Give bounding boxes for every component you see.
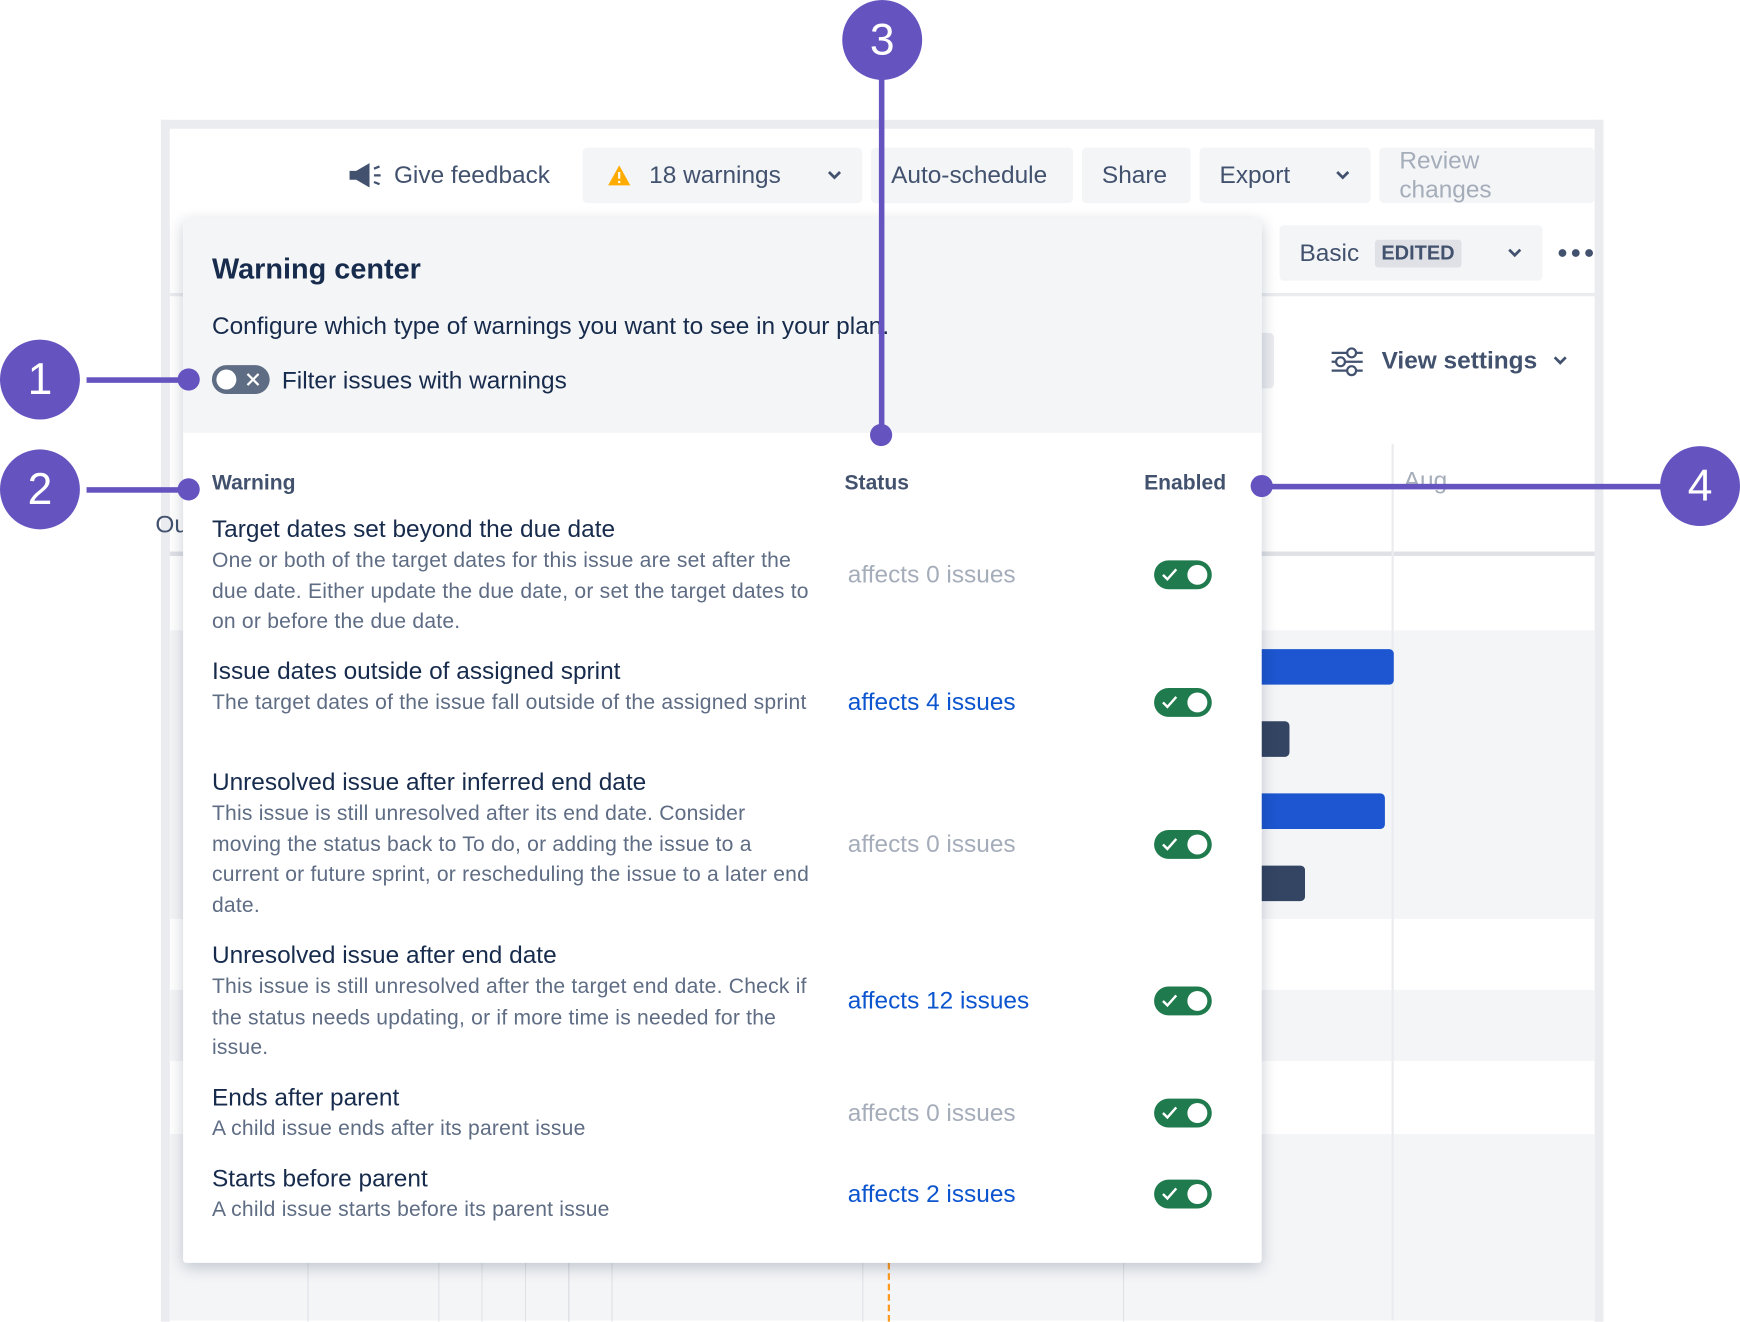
warning-row: Starts before parent A child issue starts… <box>212 1164 833 1226</box>
warning-row: Unresolved issue after end date This issu… <box>212 941 833 1064</box>
enabled-toggle[interactable] <box>1154 560 1212 590</box>
warning-description: A child issue starts before its parent i… <box>211 1198 610 1222</box>
panel-description: Configure which type of warnings you wan… <box>211 311 890 340</box>
chevron <box>827 171 842 180</box>
filter-toggle[interactable] <box>211 365 270 394</box>
header-enabled: Enabled <box>1144 471 1227 495</box>
warning-title: Ends after parent <box>211 1083 400 1111</box>
warning-row: Unresolved issue after inferred end date… <box>212 768 833 922</box>
callout-dot <box>870 423 893 447</box>
bar <box>1253 793 1385 829</box>
chevron <box>1336 171 1350 180</box>
callout-line <box>86 377 189 383</box>
warning-description: A child issue ends after its parent issu… <box>211 1117 586 1141</box>
auto-schedule-button[interactable]: Auto-schedule <box>871 147 1074 204</box>
warning-description: This issue is still unresolved after its… <box>211 802 810 918</box>
callout: 2 <box>0 449 80 530</box>
enabled-toggle[interactable] <box>1154 1179 1212 1209</box>
settings-icon <box>1331 347 1363 377</box>
warnings-label: 18 warnings <box>649 160 781 189</box>
more-button[interactable] <box>1557 246 1595 259</box>
view-name: Basic <box>1299 238 1360 267</box>
warning-row: Target dates set beyond the due date One … <box>212 515 833 638</box>
share-button[interactable]: Share <box>1081 147 1191 204</box>
callout-line <box>1261 483 1662 490</box>
view-badge: EDITED <box>1374 239 1462 267</box>
bar <box>1253 649 1394 685</box>
megaphone-icon <box>349 163 381 188</box>
view-button[interactable]: Basic EDITED <box>1279 225 1543 281</box>
warning-title: Starts before parent <box>211 1164 428 1192</box>
warning-title: Target dates set beyond the due date <box>211 514 616 543</box>
column-label: Ou <box>155 510 183 539</box>
warning-description: One or both of the target dates for this… <box>211 549 809 635</box>
timeline-divider <box>1391 443 1394 1321</box>
warning-status[interactable]: affects 2 issues <box>847 1179 1016 1208</box>
export-button[interactable]: Export <box>1199 147 1371 204</box>
warnings-button[interactable]: 18 warnings <box>582 147 863 204</box>
filter-label: Filter issues with warnings <box>281 366 567 394</box>
panel-title: Warning center <box>211 251 421 286</box>
check-icon <box>1162 696 1178 709</box>
enabled-toggle[interactable] <box>1154 1098 1212 1128</box>
warning-status[interactable]: affects 4 issues <box>847 688 1016 716</box>
callout-line <box>878 77 885 436</box>
enabled-toggle[interactable] <box>1154 688 1212 717</box>
warning-row: Ends after parent A child issue ends afte… <box>212 1083 833 1145</box>
callout: 3 <box>842 0 923 80</box>
warning-title: Unresolved issue after end date <box>211 941 557 969</box>
check-icon <box>1162 1187 1178 1201</box>
month-label: Aug <box>1403 466 1448 494</box>
grid-col <box>438 1262 613 1322</box>
grid-col <box>862 1262 864 1322</box>
warning-description: This issue is still unresolved after the… <box>211 975 807 1061</box>
header-warning: Warning <box>211 471 296 495</box>
chevron <box>1508 248 1522 258</box>
warning-icon <box>608 165 631 186</box>
warning-description: The target dates of the issue fall outsi… <box>211 691 807 715</box>
view-settings-label: View settings <box>1381 346 1538 374</box>
feedback-button[interactable]: Give feedback <box>393 160 551 189</box>
header-status: Status <box>844 471 909 495</box>
bar <box>1253 865 1306 902</box>
warning-status: affects 0 issues <box>847 830 1016 858</box>
view-settings[interactable]: View settings <box>1382 346 1569 375</box>
enabled-toggle[interactable] <box>1154 986 1212 1016</box>
warning-status[interactable]: affects 12 issues <box>847 986 1030 1015</box>
today-line <box>887 1262 890 1322</box>
chevron <box>1553 356 1567 365</box>
check-icon <box>1162 1106 1178 1120</box>
toggle-x <box>246 373 260 386</box>
export-label: Export <box>1219 160 1291 189</box>
callout-line <box>86 487 189 493</box>
warning-status: affects 0 issues <box>847 1098 1016 1127</box>
grid-col <box>307 1262 309 1322</box>
panel-header <box>183 218 1262 433</box>
toggle-knob <box>216 369 237 390</box>
callout-dot <box>1250 474 1273 498</box>
check-icon <box>1162 568 1178 582</box>
check-icon <box>1162 994 1178 1008</box>
check-icon <box>1162 838 1178 851</box>
callout-dot <box>177 478 200 501</box>
callout-dot <box>177 368 200 391</box>
callout: 4 <box>1660 446 1740 526</box>
warning-row: Issue dates outside of assigned sprint Th… <box>212 657 833 719</box>
grid-col <box>1123 1262 1125 1322</box>
callout: 1 <box>0 339 80 420</box>
warning-panel: Warning center Configure which type of w… <box>183 218 1262 1263</box>
warning-status: affects 0 issues <box>847 560 1016 589</box>
review-button[interactable]: Review changes <box>1379 146 1595 204</box>
enabled-toggle[interactable] <box>1154 830 1212 859</box>
warning-title: Issue dates outside of assigned sprint <box>211 656 621 685</box>
warning-title: Unresolved issue after inferred end date <box>211 767 647 796</box>
